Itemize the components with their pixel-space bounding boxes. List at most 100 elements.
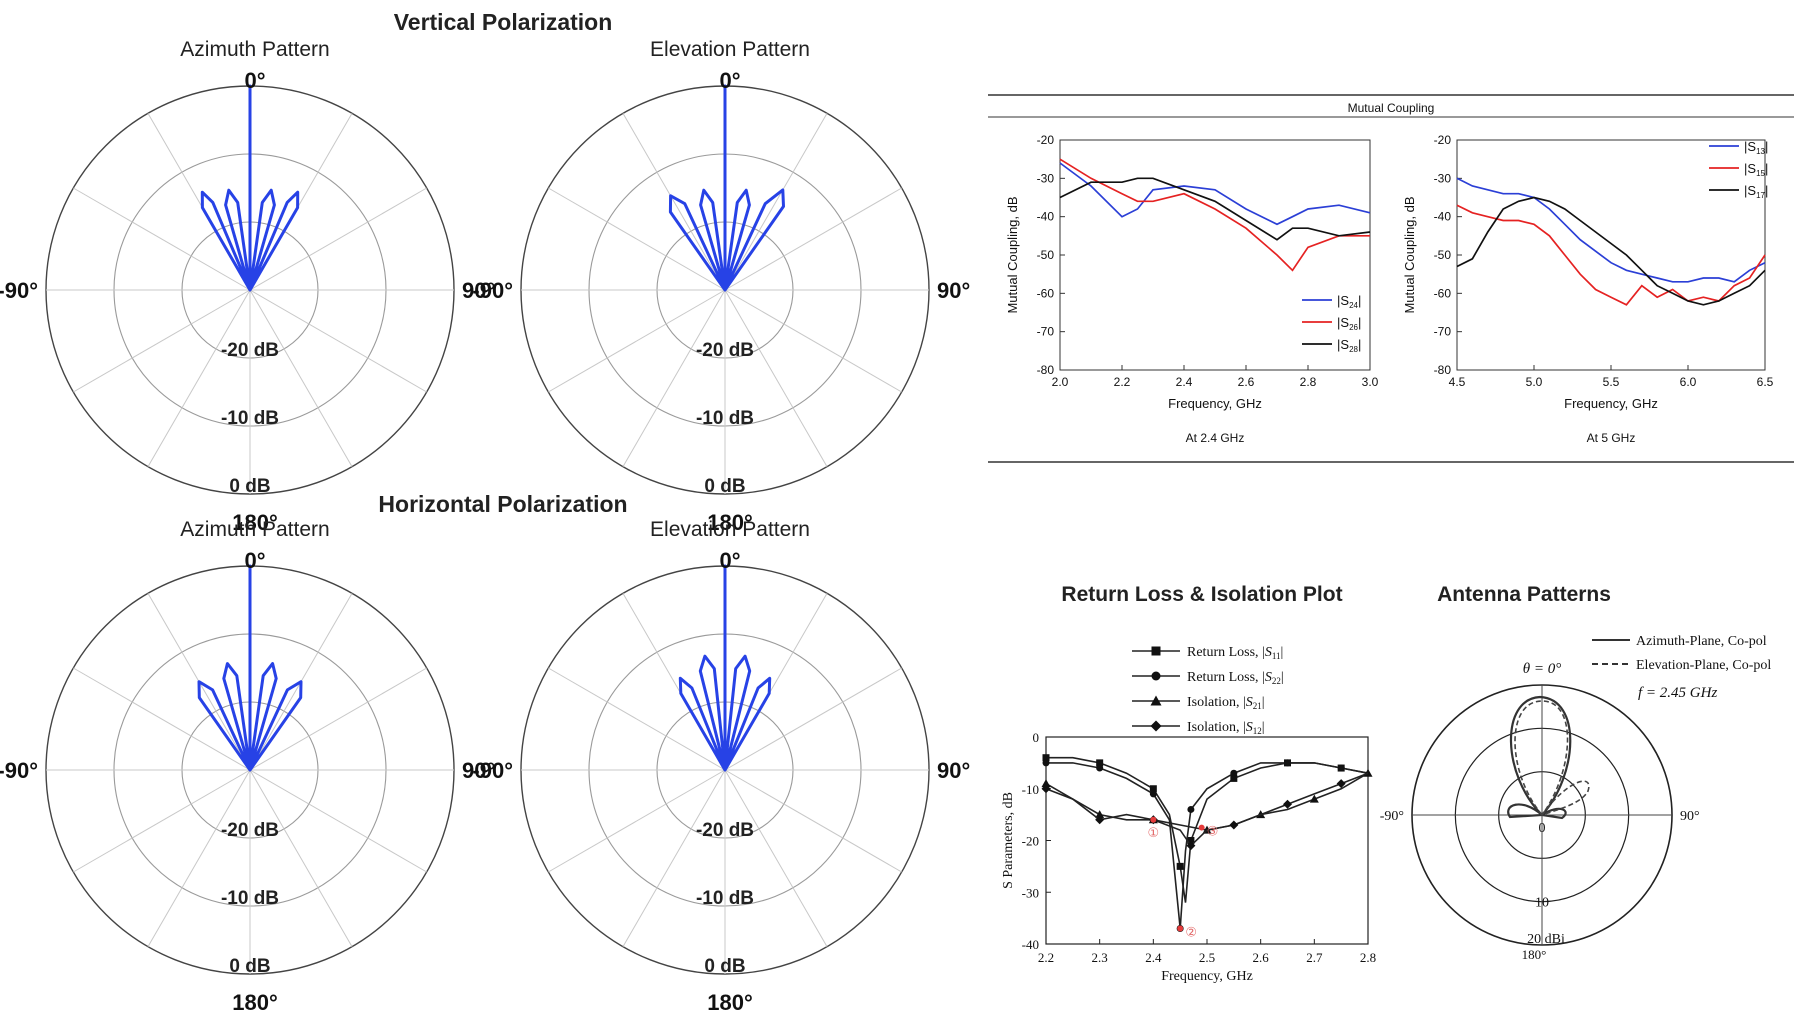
- x-axis-label: Frequency, GHz: [1168, 396, 1262, 411]
- marker-square: [1096, 759, 1104, 767]
- y-tick-label: -50: [1037, 248, 1055, 262]
- polar-spoke: [73, 187, 251, 291]
- marker-circle: [1337, 764, 1345, 772]
- polar-spoke: [724, 769, 902, 873]
- polar-chart-title: Elevation Pattern: [650, 38, 810, 61]
- ring-label: -10 dB: [696, 408, 754, 429]
- angle-label-right: 90°: [937, 758, 970, 783]
- angle-label-top: 0°: [244, 548, 265, 573]
- annotation-label: ②: [1185, 924, 1197, 939]
- angle-label-left: -90°: [0, 758, 38, 783]
- y-axis-label: S Parameters, dB: [1001, 792, 1016, 889]
- y-tick-label: -20: [1022, 834, 1039, 849]
- ring-label: -10 dB: [696, 888, 754, 909]
- polar-chart-vertical-azimuth: Azimuth Pattern 0° 180° -90° 90° -20 dB -10 dB…: [0, 38, 495, 535]
- pattern-curve: [197, 564, 303, 772]
- y-tick-label: -40: [1434, 210, 1452, 224]
- polar-spoke: [548, 667, 726, 771]
- annotation-label: ①: [1148, 825, 1160, 840]
- polar-spoke: [147, 289, 251, 467]
- polar-chart-horizontal-elevation: Elevation Pattern 0° 180° -90° 90° -20 dB -10 …: [472, 518, 970, 1015]
- polar-spoke: [548, 769, 726, 873]
- ring-label: -20 dB: [221, 340, 279, 361]
- y-tick-label: -10: [1022, 782, 1039, 797]
- polar-spoke: [73, 769, 251, 873]
- mutual-coupling-chart-5ghz: 4.5 5.0 5.5 6.0 6.5 -20 -30 -40 -50 -60 -70 -80 Freq…: [1402, 133, 1774, 445]
- angle-label-left: -90°: [472, 758, 513, 783]
- y-tick-label: -70: [1037, 325, 1055, 339]
- polar-chart-title: Azimuth Pattern: [180, 38, 329, 61]
- y-tick-label: -30: [1434, 171, 1452, 185]
- x-tick-label: 5.5: [1603, 375, 1620, 389]
- series-line: [1456, 196, 1766, 306]
- y-tick-label: -70: [1434, 325, 1452, 339]
- y-tick-label: -60: [1434, 286, 1452, 300]
- annotation-label: ③: [1207, 824, 1219, 839]
- legend-label: Isolation, |S21|: [1187, 695, 1265, 711]
- polar-spoke: [724, 187, 902, 291]
- marker-circle: [1149, 790, 1157, 798]
- x-tick-label: 6.0: [1680, 375, 1697, 389]
- angle-label-right: 90°: [937, 278, 970, 303]
- y-tick-label: -50: [1434, 248, 1452, 262]
- x-tick-label: 2.3: [1092, 950, 1108, 965]
- x-tick-label: 2.4: [1176, 375, 1193, 389]
- frequency-label: f = 2.45 GHz: [1638, 685, 1717, 701]
- x-tick-label: 2.6: [1238, 375, 1255, 389]
- angle-label-left: -90°: [0, 278, 38, 303]
- ring-label: 20 dBi: [1527, 932, 1565, 947]
- y-tick-label: -40: [1022, 937, 1039, 952]
- polar-spoke: [73, 667, 251, 771]
- x-tick-label: 3.0: [1362, 375, 1379, 389]
- angle-label-bottom: 180°: [232, 510, 278, 535]
- marker-diamond: [1186, 841, 1196, 851]
- y-axis-label: Mutual Coupling, dB: [1402, 196, 1417, 313]
- legend-label: Azimuth-Plane, Co-pol: [1636, 634, 1767, 649]
- marker-diamond: [1095, 815, 1105, 825]
- marker-diamond: [1041, 784, 1051, 794]
- x-axis-label: Frequency, GHz: [1161, 969, 1253, 984]
- x-tick-label: 2.2: [1038, 950, 1054, 965]
- polar-spoke: [724, 769, 828, 947]
- theta-label: θ = 0°: [1523, 661, 1562, 677]
- angle-label-left: -90°: [472, 278, 513, 303]
- series-line: [1059, 158, 1370, 272]
- marker-diamond: [1229, 820, 1239, 830]
- series-line: [1045, 772, 1369, 847]
- ring-label: -20 dB: [696, 820, 754, 841]
- pattern-curve-azimuth: [1507, 695, 1572, 820]
- marker-diamond: [1150, 720, 1162, 732]
- polar-spoke: [724, 289, 828, 467]
- pattern-curve-elevation: [1514, 700, 1590, 816]
- antenna-patterns-chart: θ = 0° -90° 90° 180° 0 10 20 dBi Azimuth-Plane,…: [1380, 634, 1772, 962]
- x-axis-label: Frequency, GHz: [1564, 396, 1658, 411]
- x-tick-label: 2.0: [1052, 375, 1069, 389]
- chart-caption: At 5 GHz: [1587, 431, 1636, 445]
- angle-label-right: 90°: [462, 758, 495, 783]
- annotation-point: [1177, 925, 1184, 932]
- marker-triangle: [1309, 794, 1319, 803]
- legend-label: Return Loss, |S11|: [1187, 645, 1283, 661]
- marker-square: [1230, 774, 1238, 782]
- series-line: [1059, 177, 1371, 241]
- angle-label-top: 0°: [719, 548, 740, 573]
- y-tick-label: -60: [1037, 286, 1055, 300]
- legend-label: Elevation-Plane, Co-pol: [1636, 658, 1771, 673]
- y-tick-label: -80: [1037, 363, 1055, 377]
- polar-spoke: [249, 667, 427, 771]
- ring-label: -10 dB: [221, 408, 279, 429]
- return-loss-title: Return Loss & Isolation Plot: [1061, 583, 1342, 606]
- pattern-curve: [678, 564, 772, 772]
- y-tick-label: -30: [1022, 885, 1039, 900]
- marker-square: [1187, 837, 1195, 844]
- polar-chart-title: Elevation Pattern: [650, 518, 810, 541]
- angle-label-right: 90°: [1680, 809, 1700, 824]
- x-tick-label: 6.5: [1757, 375, 1774, 389]
- polar-chart-vertical-elevation: Elevation Pattern 0° 180° -90° 90° -20 dB -10 …: [472, 38, 970, 535]
- y-tick-label: -20: [1434, 133, 1452, 147]
- angle-label-right: 90°: [462, 278, 495, 303]
- y-axis-label: Mutual Coupling, dB: [1005, 196, 1020, 313]
- polar-chart-horizontal-azimuth: Azimuth Pattern 0° 180° -90° 90° -20 dB -10 dB…: [0, 518, 495, 1015]
- marker-triangle: [1095, 810, 1105, 819]
